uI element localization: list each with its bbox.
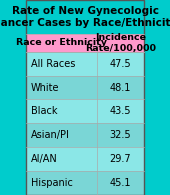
- Text: Black: Black: [31, 106, 57, 116]
- Text: 29.7: 29.7: [109, 154, 131, 164]
- FancyBboxPatch shape: [26, 52, 144, 75]
- FancyBboxPatch shape: [26, 147, 144, 171]
- FancyBboxPatch shape: [26, 75, 144, 99]
- Text: 32.5: 32.5: [109, 130, 131, 140]
- Text: 47.5: 47.5: [109, 59, 131, 69]
- Text: White: White: [31, 82, 60, 92]
- Text: 43.5: 43.5: [109, 106, 131, 116]
- Text: Rate of New Gynecologic
Cancer Cases by Race/Ethnicity: Rate of New Gynecologic Cancer Cases by …: [0, 6, 170, 28]
- Text: Race or Ethnicity: Race or Ethnicity: [16, 38, 107, 47]
- FancyBboxPatch shape: [26, 123, 144, 147]
- Text: 45.1: 45.1: [109, 178, 131, 188]
- Text: 48.1: 48.1: [109, 82, 131, 92]
- FancyBboxPatch shape: [26, 34, 144, 52]
- Text: Asian/PI: Asian/PI: [31, 130, 70, 140]
- Text: Incidence
Rate/100,000: Incidence Rate/100,000: [85, 33, 156, 53]
- Text: Hispanic: Hispanic: [31, 178, 73, 188]
- Text: AI/AN: AI/AN: [31, 154, 58, 164]
- FancyBboxPatch shape: [26, 171, 144, 195]
- FancyBboxPatch shape: [26, 99, 144, 123]
- FancyBboxPatch shape: [26, 0, 144, 34]
- Text: All Races: All Races: [31, 59, 75, 69]
